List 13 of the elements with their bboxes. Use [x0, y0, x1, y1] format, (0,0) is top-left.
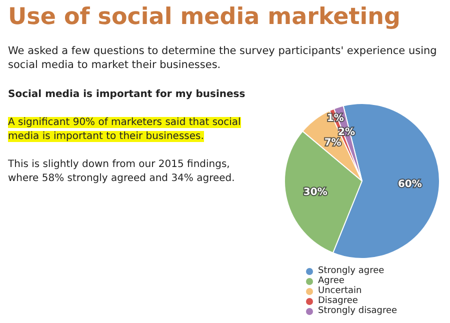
text: Social media is important for my business — [8, 88, 246, 102]
data-label: 7% — [324, 137, 342, 148]
data-label: 30% — [303, 187, 328, 198]
data-label: 60% — [398, 178, 422, 190]
legend-label: Agree — [317, 276, 346, 286]
legend-label: Uncertain — [317, 286, 363, 296]
text: This is slightly down from our 2015 findings, where 58% strongly agreed and 34% agreed. — [8, 158, 236, 186]
legend-label: Strongly disagree — [317, 306, 398, 316]
text: A significant 90% of marketers said that social media is important to their businesses. — [8, 117, 241, 142]
chart-subtitle: We asked a few questions to determine the survey participants' experience using social media to market their businesses. — [8, 44, 438, 72]
chart-title: Use of social media marketing — [8, 4, 400, 30]
legend-label: Strongly agree — [317, 266, 386, 276]
legend-label: Disagree — [317, 296, 359, 306]
